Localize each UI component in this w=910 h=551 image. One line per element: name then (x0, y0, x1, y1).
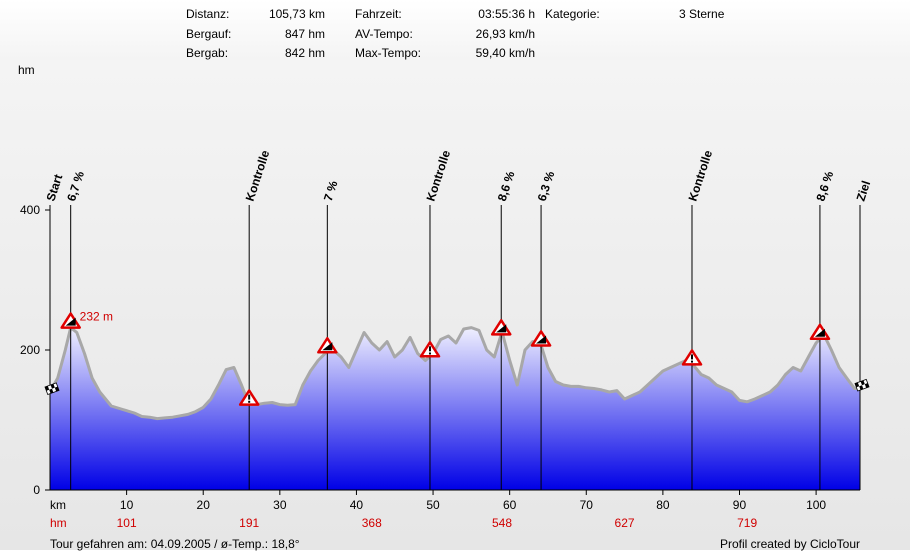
elevation-area (50, 327, 860, 490)
gradient-glyph (65, 317, 76, 326)
exclamation-bar (248, 394, 251, 400)
category-value: 3 Sterne (679, 7, 725, 21)
avg-speed-value: 26,93 km/h (475, 27, 535, 41)
flag-square (54, 386, 60, 392)
waypoint-label: 6,3 % (535, 169, 558, 203)
exclamation-dot (248, 400, 251, 403)
gradient-glyph (814, 328, 825, 337)
waypoint-label: 7 % (321, 179, 341, 203)
flag-square (49, 388, 54, 394)
cumulative-climb-label: 627 (615, 516, 635, 530)
waypoint-label: Ziel (854, 179, 874, 203)
x-tick-label: 10 (120, 498, 134, 512)
climb-warning-icon (809, 323, 831, 341)
cumulative-climb-label: 548 (492, 516, 512, 530)
cumulative-climb-label: 101 (117, 516, 137, 530)
flag-square (864, 383, 870, 388)
exclamation-dot (690, 360, 693, 363)
gradient-glyph (322, 342, 333, 351)
gradient-glyph (536, 335, 547, 344)
flag-square (860, 380, 865, 386)
ride-time-value: 03:55:36 h (478, 7, 535, 21)
ascent-value: 847 hm (284, 27, 325, 41)
cumulative-climb-label: 719 (737, 516, 757, 530)
elevation-outline (48, 326, 860, 421)
footer-credit: Profil created by CicloTour (719, 537, 860, 551)
waypoint-label: Kontrolle (243, 148, 273, 203)
checkered-flag-icon (854, 378, 870, 392)
x-tick-label: 40 (350, 498, 364, 512)
exclamation-bar (428, 346, 431, 352)
x-tick-label: 20 (197, 498, 211, 512)
x-tick-label: 90 (733, 498, 747, 512)
climb-warning-icon (530, 330, 552, 347)
cumulative-climb-label: 191 (239, 516, 259, 530)
climb-warning-icon (317, 336, 338, 354)
max-speed-value: 59,40 km/h (475, 46, 535, 60)
exclamation-bar (690, 354, 693, 360)
y-axis-unit-label: hm (18, 63, 35, 77)
waypoint-label: Kontrolle (686, 148, 716, 203)
climb-warning-icon (490, 319, 512, 336)
descent-label: Bergab: (186, 46, 229, 60)
descent-value: 842 hm (284, 46, 325, 60)
y-tick-label: 400 (20, 203, 40, 217)
flag-square (855, 382, 860, 388)
y-tick-label: 200 (20, 343, 40, 357)
distance-value: 105,73 km (268, 7, 325, 21)
cumulative-climb-unit-label: hm (50, 516, 67, 530)
x-tick-label: 70 (580, 498, 594, 512)
waypoint-label: 8,6 % (813, 169, 836, 203)
climb-warning-icon (60, 312, 81, 329)
waypoint-label: 8,6 % (495, 169, 518, 203)
flag-square (859, 385, 864, 390)
x-tick-label: 100 (806, 498, 826, 512)
flag-square (50, 383, 55, 389)
control-warning-icon (681, 349, 703, 366)
control-warning-icon (419, 341, 441, 358)
exclamation-dot (428, 352, 431, 355)
gradient-glyph (496, 324, 507, 333)
category-label: Kategorie: (545, 7, 600, 21)
checkered-flag-icon (44, 382, 60, 396)
control-warning-icon (238, 389, 260, 406)
avg-speed-label: AV-Tempo: (355, 27, 413, 41)
waypoint-label: Kontrolle (424, 148, 454, 203)
x-axis-unit-label: km (50, 498, 66, 512)
footer-tour-info: Tour gefahren am: 04.09.2005 / ø-Temp.: … (50, 537, 300, 551)
x-tick-label: 60 (503, 498, 517, 512)
x-tick-label: 80 (656, 498, 670, 512)
y-tick-label: 0 (33, 483, 40, 497)
x-tick-label: 50 (426, 498, 440, 512)
waypoint-label: 6,7 % (64, 169, 87, 203)
flag-square (45, 385, 50, 391)
stats-panel: Distanz: 105,73 km Bergauf: 847 hm Berga… (0, 0, 910, 64)
max-speed-label: Max-Tempo: (355, 46, 422, 60)
distance-label: Distanz: (186, 7, 230, 21)
x-tick-label: 30 (273, 498, 287, 512)
peak-elevation-annotation: 232 m (80, 310, 113, 324)
ride-time-label: Fahrzeit: (355, 7, 402, 21)
ascent-label: Bergauf: (186, 27, 232, 41)
cumulative-climb-label: 368 (362, 516, 382, 530)
waypoint-label: Start (44, 173, 66, 203)
